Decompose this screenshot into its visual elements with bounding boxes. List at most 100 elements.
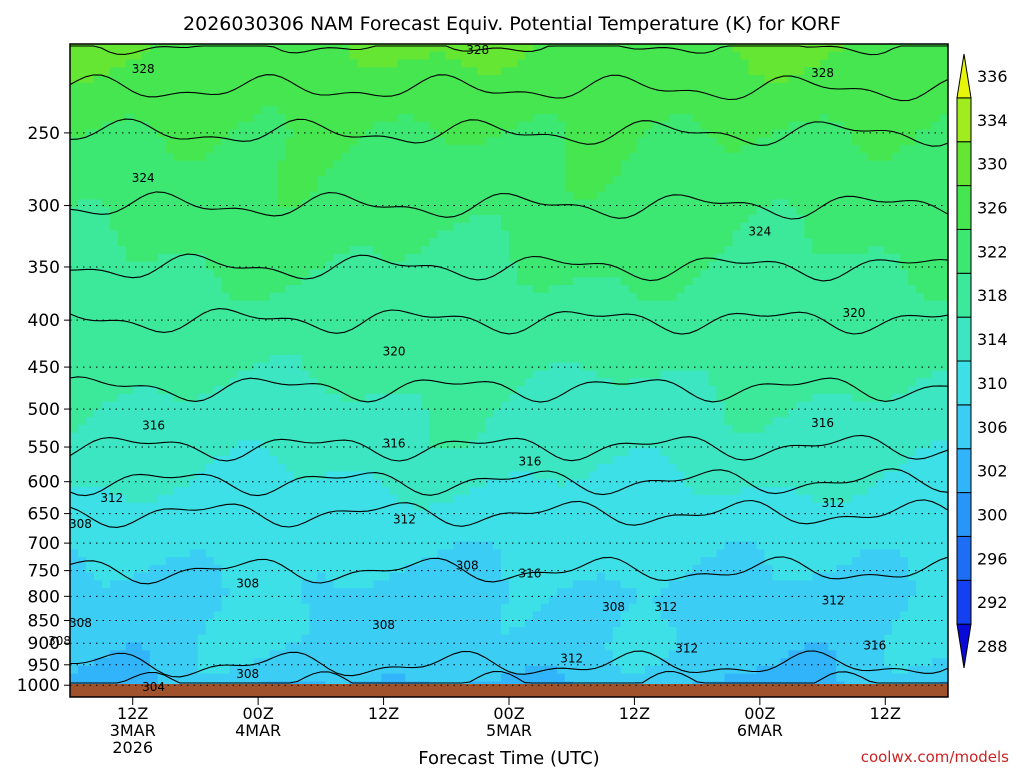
- heatmap-cell: [397, 51, 406, 61]
- heatmap-cell: [165, 277, 175, 286]
- heatmap-cell: [548, 331, 558, 340]
- heatmap-cell: [540, 347, 550, 356]
- heatmap-cell: [149, 331, 159, 340]
- heatmap-cell: [764, 137, 773, 146]
- heatmap-cell: [125, 238, 135, 247]
- heatmap-cell: [652, 308, 662, 317]
- heatmap-cell: [397, 230, 406, 239]
- heatmap-cell: [453, 354, 462, 364]
- heatmap-cell: [524, 362, 534, 372]
- heatmap-cell: [101, 292, 111, 302]
- heatmap-cell: [413, 129, 422, 138]
- heatmap-cell: [85, 308, 95, 317]
- heatmap-cell: [596, 316, 606, 325]
- heatmap-cell: [860, 277, 869, 286]
- heatmap-cell: [453, 168, 462, 177]
- heatmap-cell: [381, 176, 390, 185]
- heatmap-cell: [437, 67, 446, 76]
- heatmap-cell: [509, 106, 518, 115]
- heatmap-cell: [580, 386, 590, 395]
- heatmap-cell: [772, 362, 781, 372]
- heatmap-cell: [804, 253, 813, 263]
- heatmap-cell: [389, 191, 398, 201]
- heatmap-cell: [724, 145, 734, 154]
- heatmap-cell: [429, 82, 438, 92]
- heatmap-cell: [93, 51, 103, 61]
- heatmap-cell: [333, 137, 342, 146]
- heatmap-cell: [293, 98, 303, 107]
- heatmap-cell: [620, 386, 630, 395]
- heatmap-cell: [580, 284, 590, 294]
- heatmap-cell: [772, 67, 781, 76]
- heatmap-cell: [117, 199, 127, 208]
- heatmap-cell: [764, 378, 773, 387]
- heatmap-cell: [181, 323, 191, 333]
- heatmap-cell: [668, 215, 678, 224]
- heatmap-cell: [365, 82, 374, 92]
- heatmap-cell: [724, 362, 734, 372]
- heatmap-cell: [684, 323, 694, 333]
- heatmap-cell: [564, 378, 574, 387]
- heatmap-cell: [532, 323, 542, 333]
- heatmap-cell: [205, 129, 215, 138]
- heatmap-cell: [900, 331, 909, 340]
- heatmap-cell: [900, 98, 909, 107]
- heatmap-cell: [596, 67, 606, 76]
- heatmap-cell: [365, 75, 374, 84]
- heatmap-cell: [892, 152, 901, 162]
- heatmap-cell: [317, 168, 327, 177]
- heatmap-cell: [349, 362, 358, 372]
- heatmap-cell: [221, 292, 231, 302]
- heatmap-cell: [748, 137, 758, 146]
- heatmap-cell: [844, 176, 853, 185]
- heatmap-cell: [908, 386, 917, 395]
- heatmap-cell: [644, 113, 654, 123]
- heatmap-cell: [628, 152, 638, 162]
- heatmap-cell: [588, 207, 598, 216]
- heatmap-cell: [149, 354, 159, 364]
- heatmap-cell: [501, 215, 510, 224]
- heatmap-cell: [205, 113, 215, 123]
- heatmap-cell: [189, 253, 199, 263]
- heatmap-cell: [445, 67, 454, 76]
- heatmap-cell: [101, 152, 111, 162]
- heatmap-cell: [668, 308, 678, 317]
- heatmap-cell: [676, 75, 686, 84]
- heatmap-cell: [540, 331, 550, 340]
- heatmap-cell: [900, 183, 909, 193]
- heatmap-cell: [277, 253, 287, 263]
- heatmap-cell: [469, 230, 478, 239]
- heatmap-cell: [652, 284, 662, 294]
- heatmap-cell: [165, 378, 175, 387]
- heatmap-cell: [884, 370, 893, 379]
- heatmap-cell: [477, 106, 486, 115]
- heatmap-cell: [365, 331, 374, 340]
- heatmap-cell: [532, 362, 542, 372]
- heatmap-cell: [341, 269, 350, 278]
- heatmap-cell: [429, 370, 438, 379]
- heatmap-cell: [604, 253, 614, 263]
- heatmap-cell: [804, 129, 813, 138]
- heatmap-cell: [668, 284, 678, 294]
- heatmap-cell: [604, 129, 614, 138]
- heatmap-cell: [740, 269, 750, 278]
- heatmap-cell: [285, 168, 295, 177]
- heatmap-cell: [421, 393, 430, 403]
- heatmap-cell: [437, 183, 446, 193]
- heatmap-cell: [429, 292, 438, 302]
- heatmap-cell: [668, 362, 678, 372]
- heatmap-cell: [884, 75, 893, 84]
- heatmap-cell: [588, 90, 598, 100]
- heatmap-cell: [524, 51, 534, 61]
- heatmap-cell: [381, 269, 390, 278]
- heatmap-cell: [157, 347, 167, 356]
- heatmap-cell: [70, 253, 79, 263]
- heatmap-cell: [788, 277, 797, 286]
- heatmap-cell: [213, 121, 223, 131]
- heatmap-cell: [916, 222, 925, 232]
- heatmap-cell: [628, 207, 638, 216]
- heatmap-cell: [828, 98, 837, 107]
- heatmap-cell: [532, 253, 542, 263]
- heatmap-cell: [301, 129, 311, 138]
- heatmap-cell: [892, 75, 901, 84]
